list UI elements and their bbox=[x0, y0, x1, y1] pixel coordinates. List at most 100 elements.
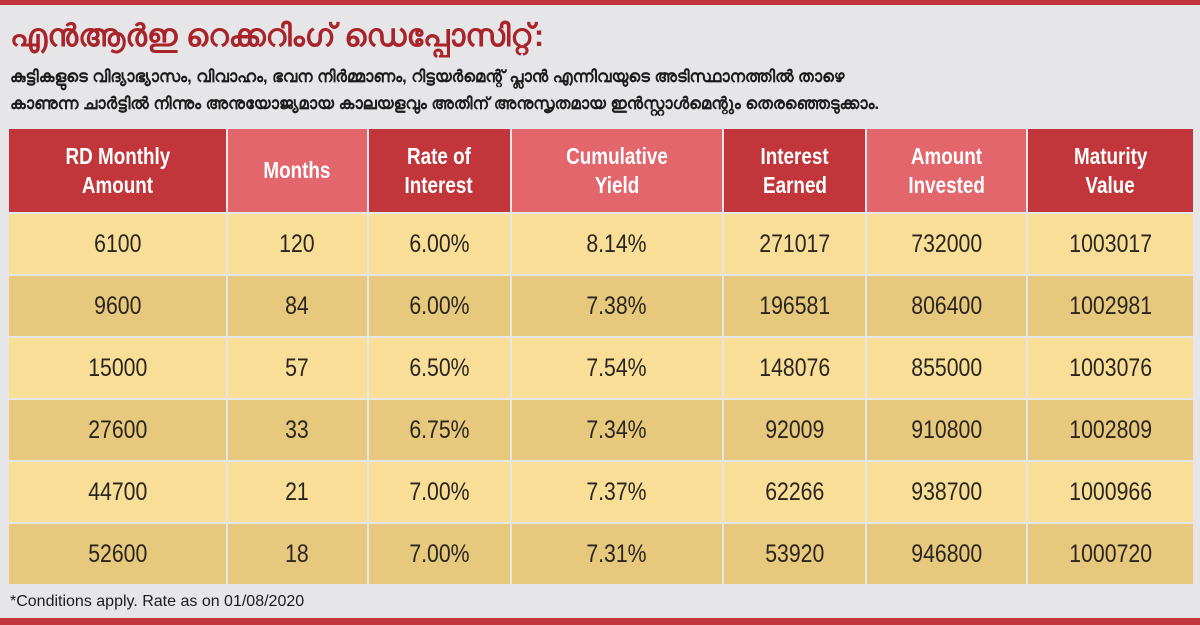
cell-cumulative-yield: 7.38% bbox=[511, 276, 722, 336]
cell-amount-invested: 938700 bbox=[867, 462, 1026, 522]
header-rate-of-interest: Rate of Interest bbox=[368, 129, 510, 212]
header-rd-monthly-amount: RD Monthly Amount bbox=[9, 129, 226, 212]
header-label: Cumulative bbox=[565, 142, 668, 169]
header-label: Value bbox=[1085, 171, 1136, 198]
cell-rd-monthly-amount: 15000 bbox=[9, 338, 226, 398]
header-maturity-value: Maturity Value bbox=[1027, 129, 1193, 212]
rd-table: RD Monthly Amount Months Rate of Interest Cum… bbox=[7, 127, 1195, 586]
cell-months: 84 bbox=[227, 276, 367, 336]
cell-cumulative-yield: 7.37% bbox=[511, 462, 722, 522]
cell-value: 15000 bbox=[87, 353, 147, 382]
cell-value: 120 bbox=[279, 229, 315, 258]
cell-value: 44700 bbox=[87, 477, 147, 506]
cell-maturity-value: 1002809 bbox=[1027, 400, 1193, 460]
cell-interest-earned: 148076 bbox=[723, 338, 866, 398]
subtitle-line-2: കാണുന്ന ചാർട്ടിൽ നിന്നും അനുയോജ്യമായ കാല… bbox=[10, 95, 880, 113]
header-label: Invested bbox=[908, 171, 985, 198]
header-label: Maturity bbox=[1073, 142, 1148, 169]
cell-value: 52600 bbox=[87, 539, 147, 568]
cell-interest-earned: 271017 bbox=[723, 214, 866, 274]
cell-value: 6.00% bbox=[408, 229, 470, 258]
cell-value: 1000966 bbox=[1069, 477, 1152, 506]
cell-value: 7.31% bbox=[586, 539, 647, 568]
cell-value: 27600 bbox=[87, 415, 147, 444]
cell-months: 18 bbox=[227, 524, 367, 584]
cell-amount-invested: 806400 bbox=[867, 276, 1026, 336]
cell-rd-monthly-amount: 52600 bbox=[9, 524, 226, 584]
table-row: 27600 33 6.75% 7.34% 92009 910800 1002809 bbox=[9, 400, 1193, 460]
header-label: Earned bbox=[762, 171, 827, 198]
cell-rd-monthly-amount: 27600 bbox=[9, 400, 226, 460]
cell-value: 18 bbox=[285, 539, 309, 568]
header-label: RD Monthly bbox=[64, 142, 170, 169]
table-row: 9600 84 6.00% 7.38% 196581 806400 1002981 bbox=[9, 276, 1193, 336]
table-row: 44700 21 7.00% 7.37% 62266 938700 1000966 bbox=[9, 462, 1193, 522]
cell-value: 1002981 bbox=[1069, 291, 1152, 320]
cell-maturity-value: 1000966 bbox=[1027, 462, 1193, 522]
cell-value: 7.00% bbox=[408, 477, 470, 506]
cell-amount-invested: 732000 bbox=[867, 214, 1026, 274]
cell-interest-earned: 92009 bbox=[723, 400, 866, 460]
cell-months: 57 bbox=[227, 338, 367, 398]
cell-amount-invested: 855000 bbox=[867, 338, 1026, 398]
header-months: Months bbox=[227, 129, 367, 212]
header-amount-invested: Amount Invested bbox=[867, 129, 1026, 212]
cell-value: 271017 bbox=[759, 229, 831, 258]
cell-cumulative-yield: 7.31% bbox=[511, 524, 722, 584]
cell-value: 855000 bbox=[911, 353, 983, 382]
cell-maturity-value: 1000720 bbox=[1027, 524, 1193, 584]
cell-rate-of-interest: 6.50% bbox=[368, 338, 510, 398]
cell-value: 6.50% bbox=[408, 353, 470, 382]
cell-interest-earned: 53920 bbox=[723, 524, 866, 584]
cell-value: 57 bbox=[285, 353, 309, 382]
header-label: Amount bbox=[911, 142, 983, 169]
subtitle-line-1: കുട്ടികളുടെ വിദ്യാഭ്യാസം, വിവാഹം, ഭവന നി… bbox=[10, 68, 845, 86]
cell-value: 7.54% bbox=[586, 353, 647, 382]
cell-value: 6.00% bbox=[408, 291, 470, 320]
cell-interest-earned: 196581 bbox=[723, 276, 866, 336]
cell-maturity-value: 1002981 bbox=[1027, 276, 1193, 336]
footnote: *Conditions apply. Rate as on 01/08/2020 bbox=[10, 593, 305, 610]
cell-rate-of-interest: 6.00% bbox=[368, 276, 510, 336]
cell-months: 33 bbox=[227, 400, 367, 460]
cell-value: 148076 bbox=[759, 353, 831, 382]
cell-value: 9600 bbox=[93, 291, 142, 320]
cell-maturity-value: 1003017 bbox=[1027, 214, 1193, 274]
cell-value: 92009 bbox=[765, 415, 825, 444]
cell-value: 8.14% bbox=[586, 229, 647, 258]
top-accent-bar bbox=[0, 0, 1200, 5]
header-label: Months bbox=[263, 157, 331, 183]
table-header-row: RD Monthly Amount Months Rate of Interest Cum… bbox=[9, 129, 1193, 212]
cell-months: 21 bbox=[227, 462, 367, 522]
cell-value: 62266 bbox=[765, 477, 825, 506]
cell-rd-monthly-amount: 44700 bbox=[9, 462, 226, 522]
header-cumulative-yield: Cumulative Yield bbox=[511, 129, 722, 212]
cell-value: 1003017 bbox=[1069, 229, 1152, 258]
cell-value: 938700 bbox=[911, 477, 983, 506]
cell-value: 6.75% bbox=[408, 415, 470, 444]
header-label: Interest bbox=[404, 171, 474, 198]
table-row: 6100 120 6.00% 8.14% 271017 732000 1003017 bbox=[9, 214, 1193, 274]
cell-value: 21 bbox=[285, 477, 309, 506]
header-interest-earned: Interest Earned bbox=[723, 129, 866, 212]
header-label: Yield bbox=[594, 171, 639, 198]
cell-rate-of-interest: 6.00% bbox=[368, 214, 510, 274]
cell-value: 7.34% bbox=[586, 415, 647, 444]
cell-amount-invested: 910800 bbox=[867, 400, 1026, 460]
cell-interest-earned: 62266 bbox=[723, 462, 866, 522]
cell-value: 806400 bbox=[911, 291, 983, 320]
page-title: എൻആർഇ റെക്കറിംഗ് ഡെപ്പോസിറ്റ്: bbox=[10, 18, 545, 53]
cell-value: 1000720 bbox=[1069, 539, 1152, 568]
cell-months: 120 bbox=[227, 214, 367, 274]
header-label: Rate of bbox=[407, 142, 471, 169]
header-label: Amount bbox=[81, 171, 154, 198]
cell-value: 1003076 bbox=[1069, 353, 1152, 382]
cell-value: 84 bbox=[285, 291, 309, 320]
cell-value: 732000 bbox=[911, 229, 983, 258]
cell-value: 946800 bbox=[911, 539, 983, 568]
cell-cumulative-yield: 8.14% bbox=[511, 214, 722, 274]
cell-value: 7.37% bbox=[586, 477, 647, 506]
cell-value: 910800 bbox=[911, 415, 983, 444]
bottom-accent-bar bbox=[0, 618, 1200, 625]
cell-cumulative-yield: 7.54% bbox=[511, 338, 722, 398]
